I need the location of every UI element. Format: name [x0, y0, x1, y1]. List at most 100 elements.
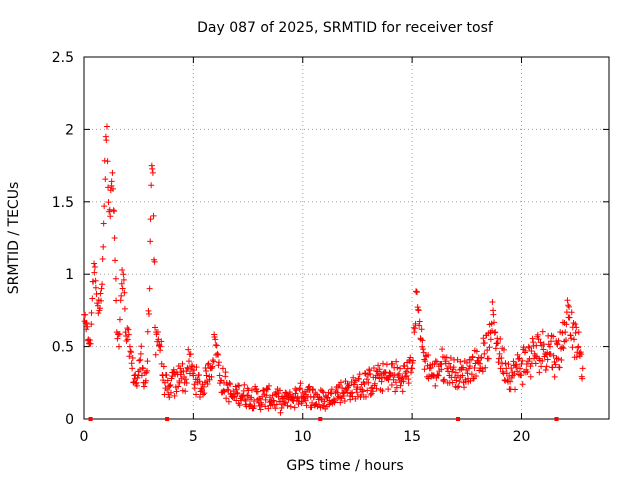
data-point — [234, 390, 241, 397]
data-point — [306, 383, 313, 390]
data-point — [491, 319, 498, 326]
data-point — [236, 382, 243, 389]
data-point — [276, 387, 283, 394]
data-point — [91, 263, 98, 270]
data-point — [128, 360, 135, 367]
data-point — [464, 370, 471, 377]
data-point — [284, 402, 291, 409]
data-point — [441, 376, 448, 383]
data-point — [337, 399, 344, 406]
data-point — [569, 344, 576, 351]
data-point — [494, 335, 501, 342]
data-point — [386, 369, 393, 376]
data-point — [177, 365, 184, 372]
data-point — [227, 381, 234, 388]
data-point — [435, 372, 442, 379]
data-point — [105, 199, 112, 206]
data-point — [471, 365, 478, 372]
data-point — [406, 358, 413, 365]
data-point — [505, 361, 512, 368]
data-point — [163, 372, 170, 379]
data-point — [83, 319, 90, 326]
data-point — [365, 379, 372, 386]
data-point — [542, 366, 549, 373]
data-point — [527, 373, 534, 380]
data-point — [401, 363, 408, 370]
data-point — [119, 285, 126, 292]
data-point — [209, 357, 216, 364]
data-point — [111, 235, 118, 241]
data-point — [407, 354, 414, 361]
data-point — [88, 309, 95, 316]
data-point — [380, 360, 387, 367]
data-point — [409, 365, 416, 372]
data-point — [283, 390, 290, 397]
data-point — [495, 359, 502, 366]
data-point — [519, 381, 526, 388]
data-point — [354, 389, 361, 396]
data-point — [119, 266, 126, 273]
data-point — [98, 297, 105, 304]
data-point — [425, 351, 432, 358]
data-point — [447, 355, 454, 362]
axis-marker — [554, 417, 559, 421]
data-point — [392, 379, 399, 386]
data-point — [129, 365, 136, 372]
data-point — [518, 372, 525, 379]
data-point — [563, 321, 570, 328]
data-point — [203, 372, 210, 379]
data-point — [248, 394, 255, 401]
data-point — [175, 383, 182, 390]
data-point — [308, 404, 315, 411]
data-point — [136, 357, 143, 364]
data-point — [148, 182, 155, 189]
data-point — [524, 368, 531, 375]
data-point — [460, 364, 467, 371]
data-point — [371, 380, 378, 387]
data-point — [400, 378, 407, 385]
data-point — [413, 289, 420, 296]
data-point — [316, 401, 323, 408]
data-point — [114, 335, 121, 342]
data-point — [292, 390, 299, 397]
data-point — [187, 351, 194, 358]
data-point — [546, 343, 553, 350]
data-point — [565, 302, 572, 309]
data-point — [482, 364, 489, 371]
data-point — [369, 388, 376, 395]
data-point — [129, 355, 136, 362]
data-point — [535, 336, 542, 343]
data-point — [112, 257, 119, 264]
data-point — [489, 299, 496, 306]
data-point — [367, 370, 374, 377]
data-point — [533, 342, 540, 349]
data-point — [370, 364, 377, 371]
data-point — [83, 326, 90, 333]
data-point — [233, 386, 240, 393]
data-point — [265, 405, 272, 412]
data-point — [511, 370, 518, 377]
data-point — [572, 321, 579, 328]
data-point — [481, 350, 488, 357]
data-point — [277, 398, 284, 405]
plot-frame — [83, 56, 610, 420]
data-point — [479, 365, 486, 372]
data-point — [127, 348, 134, 355]
data-point — [528, 347, 535, 354]
data-point — [341, 397, 348, 404]
data-point — [203, 378, 210, 385]
data-point — [204, 381, 211, 388]
data-point — [103, 123, 110, 130]
y-tick-label: 0.5 — [52, 340, 74, 356]
data-point — [451, 374, 458, 381]
data-point — [508, 365, 515, 372]
data-point — [525, 343, 532, 350]
data-point — [200, 383, 207, 390]
data-point — [149, 169, 156, 176]
data-point — [356, 371, 363, 378]
data-point — [355, 376, 362, 383]
y-tick-label: 2.5 — [52, 50, 74, 66]
data-point — [534, 331, 541, 338]
data-point — [231, 393, 238, 400]
data-point — [537, 339, 544, 346]
